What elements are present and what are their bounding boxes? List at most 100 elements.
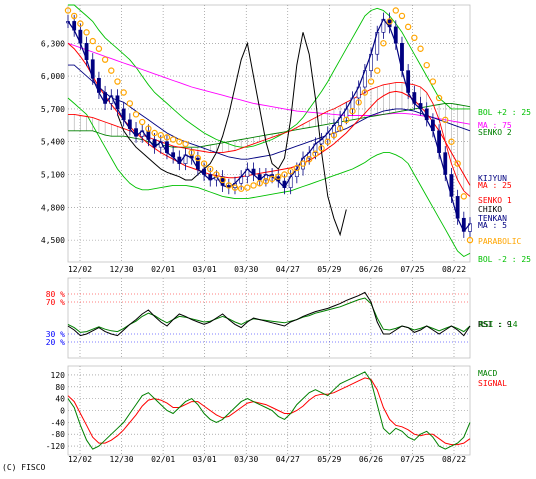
parabolic-dot [114,78,121,85]
x-tick-label-bottom: 08/22 [442,455,466,464]
parabolic-dot [293,164,301,172]
parabolic-dot [139,118,146,126]
macd-tick-label: 0 [60,407,65,416]
legend-senko2: SENKO 2 [478,128,512,137]
legend-ma5: MA : 5 [478,221,507,230]
macd-tick-label: -120 [46,442,65,451]
legend-parabolic: PARABOLIC [478,237,522,246]
rsi-frame [67,277,471,359]
parabolic-dot [89,37,96,45]
parabolic-dot [77,20,84,27]
legend-bol_up: BOL +2 : 25 [478,108,531,117]
y-tick-label: 6,000 [41,72,65,81]
macd-tick-label: 40 [55,395,65,404]
parabolic-dot [95,45,103,52]
parabolic-dot [454,160,461,167]
parabolic-dot [182,140,189,148]
macd-tick-label: -40 [51,418,66,427]
x-tick-label-bottom: 07/25 [400,455,424,464]
parabolic-dot [466,236,474,244]
legend-bol_low: BOL -2 : 25 [478,255,531,264]
rsi-panel [67,291,471,337]
parabolic-dot [231,184,239,191]
parabolic-dot [225,182,232,189]
legend-chiko: CHIKO [478,205,502,214]
parabolic-dot [306,155,313,163]
parabolic-dot [374,67,381,74]
parabolic-dot [355,99,362,106]
rsi14-line [67,297,471,333]
x-tick-label: 12/30 [110,265,134,274]
parabolic-dot [398,12,406,20]
x-tick-label-bottom: 12/30 [110,455,134,464]
x-tick-label: 06/26 [359,265,383,274]
parabolic-dot [157,131,164,139]
parabolic-dot [411,34,418,42]
parabolic-dot [343,116,350,124]
x-tick-label-bottom: 12/02 [68,455,92,464]
parabolic-dot [213,171,220,178]
parabolic-dot [417,45,424,52]
parabolic-dot [83,29,90,36]
parabolic-dot [132,111,140,118]
bol_up-line [68,4,470,148]
legend-rsi_ma: RSI : 14 [479,320,518,329]
price-panel [64,4,474,258]
bol_low-line [67,97,471,258]
x-tick-label: 04/27 [276,265,300,274]
parabolic-dot [151,129,158,137]
x-tick-label: 03/30 [234,265,258,274]
rsi-tick-label: 20 % [46,338,65,347]
legend-rsi: RSI : 9 [478,320,512,329]
parabolic-dot [367,78,375,85]
parabolic-dot [380,40,387,47]
parabolic-dot [299,160,307,167]
parabolic-dot [101,56,109,63]
legend-ma25: MA : 25 [478,181,512,190]
macd-panel [67,371,471,450]
parabolic-dot [287,168,294,175]
parabolic-dot [120,89,127,96]
x-tick-label-bottom: 03/01 [193,455,217,464]
rsi-tick-label: 30 % [46,330,65,339]
x-tick-label-bottom: 04/27 [276,455,300,464]
senko2-line [68,102,471,148]
parabolic-dot [219,176,226,184]
x-tick-label-bottom: 03/30 [234,455,258,464]
y-tick-label: 6,300 [41,39,65,48]
parabolic-dot [256,180,263,187]
parabolic-dot [423,61,430,69]
chiko-line [117,32,347,237]
axis-labels: 12/02 12/02 12/30 12/30 02/01 02/01 03/01 03/01… [41,39,531,464]
x-tick-label: 03/01 [193,265,217,274]
parabolic-dot [392,7,399,14]
parabolic-dot [330,131,338,139]
x-tick-label: 05/29 [317,265,341,274]
signal-line [67,377,471,446]
parabolic-dot [404,23,412,31]
parabolic-dot [262,177,270,185]
parabolic-dot [207,165,214,173]
parabolic-dot [108,67,115,74]
parabolic-dot [324,138,331,145]
parabolic-dot [312,150,319,157]
parabolic-dot [442,116,449,124]
copyright-text: (C) FISCO [2,463,46,472]
parabolic-dot [429,78,437,85]
parabolic-dot [126,100,134,107]
parabolic-dot [386,18,393,25]
parabolic-dot [435,94,443,102]
price-line [67,18,471,233]
kijyun-line [68,64,471,160]
parabolic-dot [336,125,344,132]
parabolic-dot [460,193,468,200]
y-tick-label: 5,100 [41,171,65,180]
x-tick-label-bottom: 06/26 [359,455,383,464]
y-tick-label: 5,400 [41,138,65,147]
legend-kijyun: KIJYUN [478,174,507,183]
y-tick-label: 4,800 [41,203,65,212]
parabolic-dot [281,171,288,178]
legend-ma75: MA : 75 [478,121,512,130]
parabolic-dot [448,138,455,145]
